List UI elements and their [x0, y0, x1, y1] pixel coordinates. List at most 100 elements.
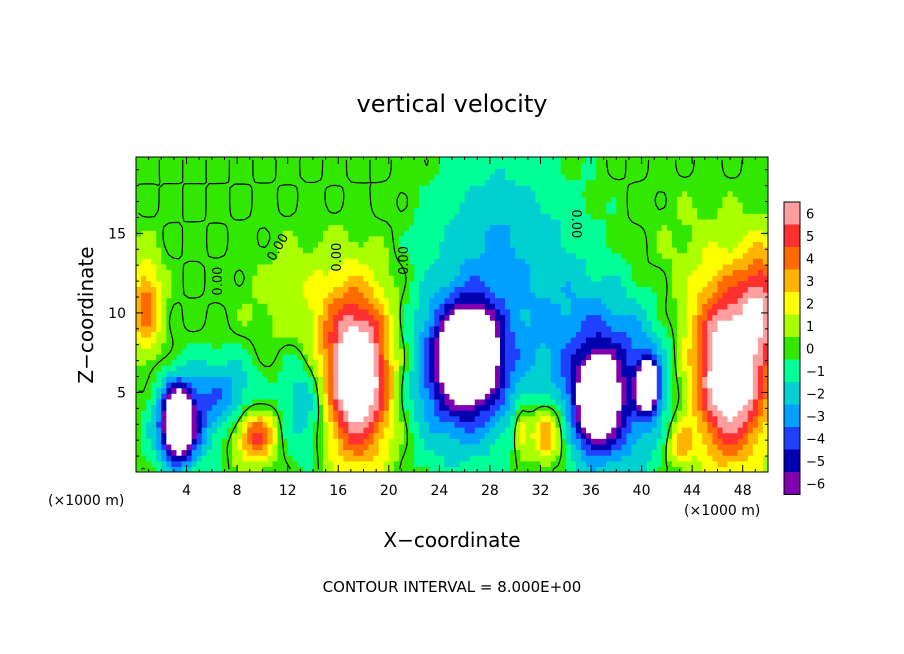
- field-cell: [292, 365, 299, 372]
- field-cell: [216, 280, 223, 287]
- field-cell: [348, 353, 355, 361]
- field-cell: [540, 269, 547, 276]
- field-cell: [363, 398, 370, 406]
- field-cell: [146, 263, 152, 271]
- field-cell: [489, 427, 496, 434]
- field-cell: [312, 292, 319, 299]
- field-cell: [570, 275, 577, 282]
- field-cell: [136, 359, 142, 366]
- field-cell: [343, 421, 349, 428]
- field-cell: [656, 460, 663, 467]
- field-cell: [641, 348, 648, 355]
- field-cell: [252, 263, 258, 271]
- field-cell: [424, 325, 430, 332]
- field-cell: [262, 308, 269, 316]
- field-cell: [530, 410, 537, 417]
- field-cell: [464, 337, 471, 344]
- field-cell: [318, 404, 324, 411]
- field-cell: [302, 292, 309, 299]
- field-cell: [257, 387, 263, 394]
- field-cell: [388, 365, 395, 372]
- field-cell: [434, 404, 440, 411]
- field-cell: [434, 427, 440, 434]
- field-cell: [570, 297, 577, 304]
- field-cell: [176, 460, 183, 467]
- field-cell: [287, 427, 294, 434]
- field-cell: [459, 337, 466, 344]
- field-cell: [651, 303, 658, 310]
- field-cell: [323, 292, 329, 299]
- field-cell: [762, 320, 768, 327]
- field-cell: [302, 269, 309, 276]
- field-cell: [702, 359, 708, 366]
- field-cell: [596, 359, 602, 366]
- field-cell: [530, 365, 537, 372]
- field-cell: [611, 325, 617, 332]
- field-cell: [318, 286, 324, 293]
- field-cell: [409, 421, 415, 428]
- field-cell: [252, 280, 258, 287]
- field-cell: [216, 438, 223, 445]
- field-cell: [318, 325, 324, 332]
- field-cell: [676, 297, 683, 304]
- field-cell: [282, 337, 289, 344]
- field-cell: [277, 275, 284, 282]
- field-cell: [560, 269, 567, 276]
- field-cell: [419, 297, 425, 304]
- field-cell: [434, 314, 440, 321]
- field-cell: [626, 280, 633, 287]
- field-cell: [651, 460, 658, 467]
- field-cell: [494, 308, 501, 316]
- field-cell: [661, 342, 668, 349]
- field-cell: [353, 353, 360, 361]
- field-cell: [302, 421, 309, 428]
- field-cell: [353, 320, 360, 327]
- field-cell: [439, 286, 446, 293]
- field-cell: [757, 443, 764, 451]
- field-cell: [171, 443, 178, 451]
- field-cell: [287, 455, 294, 462]
- field-cell: [651, 359, 658, 366]
- field-cell: [459, 258, 466, 265]
- field-cell: [196, 443, 203, 451]
- field-cell: [348, 292, 355, 299]
- field-cell: [373, 382, 380, 389]
- field-cell: [596, 337, 602, 344]
- field-cell: [530, 449, 537, 456]
- field-cell: [277, 320, 284, 327]
- field-cell: [500, 455, 506, 462]
- field-cell: [161, 308, 167, 316]
- field-cell: [146, 337, 152, 344]
- field-cell: [232, 258, 238, 265]
- field-cell: [186, 342, 193, 349]
- field-cell: [702, 427, 708, 434]
- field-cell: [201, 432, 208, 439]
- field-cell: [676, 263, 683, 271]
- field-cell: [419, 398, 425, 406]
- field-cell: [318, 353, 324, 361]
- field-cell: [186, 421, 193, 428]
- field-cell: [429, 314, 435, 321]
- field-cell: [454, 382, 461, 389]
- field-cell: [651, 331, 658, 338]
- field-cell: [454, 342, 461, 349]
- field-cell: [631, 280, 638, 287]
- field-cell: [272, 443, 279, 451]
- field-cell: [676, 427, 683, 434]
- field-cell: [267, 415, 274, 422]
- field-cell: [656, 438, 663, 445]
- field-cell: [484, 393, 491, 400]
- field-cell: [575, 460, 582, 467]
- field-cell: [520, 292, 526, 299]
- field-cell: [227, 404, 233, 411]
- field-cell: [302, 376, 309, 383]
- field-cell: [287, 275, 294, 282]
- field-cell: [146, 432, 152, 439]
- field-cell: [221, 292, 228, 299]
- field-cell: [484, 258, 491, 265]
- field-cell: [414, 398, 420, 406]
- field-cell: [717, 359, 724, 366]
- field-cell: [489, 455, 496, 462]
- field-cell: [697, 337, 703, 344]
- field-cell: [606, 376, 612, 383]
